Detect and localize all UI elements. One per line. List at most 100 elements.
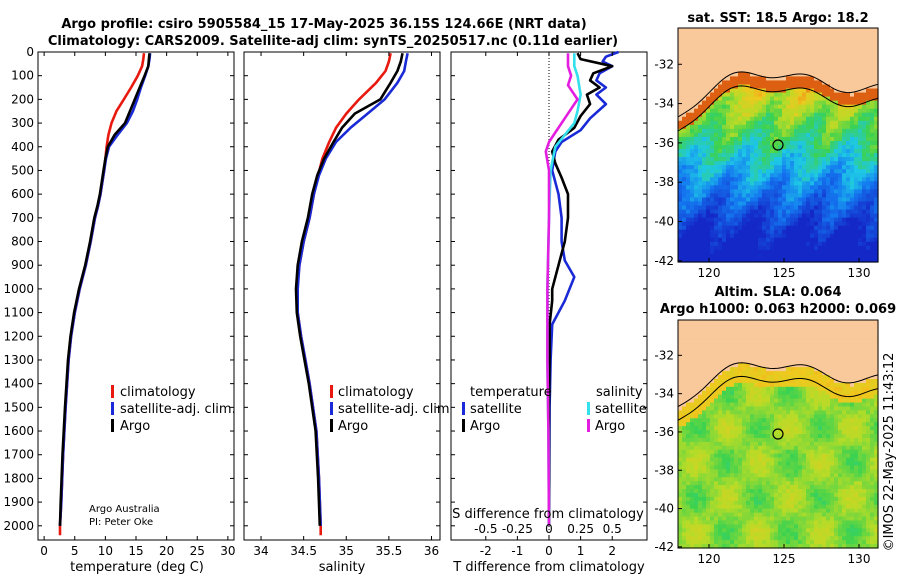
map-cell [802, 28, 807, 33]
map-cell [834, 323, 839, 329]
map-cell [786, 153, 791, 158]
map-cell [770, 359, 775, 364]
map-cell [822, 225, 827, 231]
map-cell [730, 457, 735, 463]
map-cell [822, 434, 827, 439]
map-cell [738, 422, 743, 427]
map-cell [690, 386, 695, 392]
map-cell [690, 398, 695, 404]
map-cell [710, 351, 715, 356]
map-cell [834, 40, 839, 45]
map-cell [766, 136, 771, 142]
map-cell [682, 40, 687, 45]
map-cell [770, 68, 775, 73]
map-cell [758, 406, 763, 412]
map-cell [818, 84, 823, 90]
map-cell [778, 213, 783, 219]
map-cell [854, 209, 859, 215]
map-cell [866, 56, 871, 61]
map-cell [754, 410, 759, 415]
legend-argo-label: Argo [120, 419, 150, 434]
map-cell [770, 430, 775, 435]
map-cell [690, 205, 695, 211]
map-cell [790, 64, 795, 69]
map-cell [794, 80, 799, 86]
map-cell [814, 221, 819, 227]
map-cell [682, 445, 687, 451]
map-cell [762, 257, 767, 263]
map-cell [690, 68, 695, 73]
map-cell [738, 457, 743, 463]
map-cell [842, 410, 847, 415]
map-cell [806, 169, 811, 174]
map-cell [714, 48, 719, 53]
map-cell [762, 92, 767, 98]
map-cell [798, 221, 803, 227]
map-cell [702, 331, 707, 337]
map-cell [810, 351, 815, 356]
map-cell [718, 245, 723, 251]
map-cell [842, 426, 847, 431]
map-cell [706, 72, 711, 78]
map-cell [734, 363, 739, 368]
map-cell [794, 253, 799, 259]
map-cell [782, 149, 787, 154]
map-cell [762, 173, 767, 178]
x-tick-label: 34.5 [290, 544, 317, 558]
map-cell [798, 249, 803, 255]
map-cell [750, 398, 755, 404]
map-cell [798, 390, 803, 396]
map-cell [786, 92, 791, 98]
map-cell [790, 331, 795, 337]
map-cell [786, 128, 791, 134]
map-cell [794, 327, 799, 333]
map-cell [762, 169, 767, 174]
map-cell [742, 233, 747, 239]
map-cell [682, 197, 687, 203]
map-cell [814, 124, 819, 130]
map-cell [782, 430, 787, 435]
map-cell [738, 116, 743, 122]
map-cell [734, 351, 739, 356]
map-cell [762, 153, 767, 158]
map-cell [710, 461, 715, 467]
map-cell [870, 100, 875, 106]
map-cell [742, 28, 747, 33]
map-cell [754, 128, 759, 134]
map-cell [782, 323, 787, 329]
map-cell [842, 335, 847, 341]
map-cell [798, 237, 803, 243]
map-cell [698, 28, 703, 33]
map-cell [690, 347, 695, 353]
map-cell [862, 418, 867, 423]
map-cell [798, 233, 803, 239]
difference-x-label: T difference from climatology [452, 560, 645, 575]
map-cell [726, 378, 731, 384]
map-cell [822, 157, 827, 162]
map-cell [754, 257, 759, 263]
map-cell [758, 335, 763, 341]
map-cell [750, 165, 755, 170]
map-cell [782, 145, 787, 150]
map-cell [754, 241, 759, 247]
map-cell [714, 132, 719, 138]
map-cell [702, 229, 707, 235]
map-cell [710, 153, 715, 158]
map-cell [774, 437, 779, 443]
map-cell [702, 434, 707, 439]
map-cell [866, 249, 871, 255]
map-cell [758, 40, 763, 45]
map-cell [798, 80, 803, 86]
map-cell [818, 28, 823, 33]
map-cell [866, 257, 871, 263]
map-cell [814, 414, 819, 419]
map-cell [810, 108, 815, 114]
map-cell [726, 108, 731, 114]
map-cell [826, 181, 831, 186]
diff-legend-temperature-title: temperature [470, 385, 552, 400]
map-cell [790, 359, 795, 364]
map-cell [826, 331, 831, 337]
map-cell [790, 96, 795, 102]
map-cell [782, 249, 787, 255]
map-cell [774, 76, 779, 82]
